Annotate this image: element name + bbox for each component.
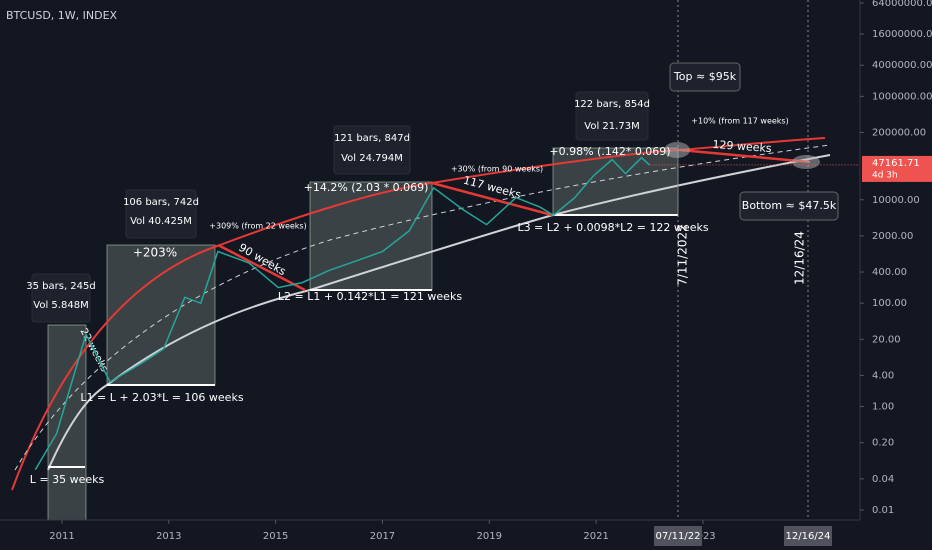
- y-tick-label: 1.00: [872, 402, 894, 413]
- callout-box: [669, 62, 741, 92]
- annotation: +10% (from 117 weeks): [691, 117, 788, 126]
- x-tick-label: 2013: [156, 531, 181, 542]
- annotation: Vol 5.848M: [33, 300, 88, 311]
- annotation: 12/16/24: [793, 231, 807, 285]
- y-tick-label: 0.01: [872, 505, 894, 516]
- annotation: 106 bars, 742d: [123, 197, 199, 208]
- x-tick-label: 2017: [370, 531, 395, 542]
- y-tick-label: 0.20: [872, 438, 894, 449]
- top-curve: [11, 137, 826, 491]
- y-tick-label: 2000.00: [872, 231, 913, 242]
- annotation: L3 = L2 + 0.0098*L2 = 122 weeks: [517, 221, 708, 234]
- annotation: L = 35 weeks: [30, 473, 105, 486]
- y-tick-label: 1000000.00: [872, 91, 932, 102]
- annotation: +30% (from 90 weeks): [451, 165, 543, 174]
- axes: 64000000.00 16000000.00 4000000.00 1000000.…: [49, 0, 932, 546]
- annotation: Vol 21.73M: [584, 121, 639, 132]
- annotation: 122 bars, 854d: [574, 99, 650, 110]
- y-axis-panel: [860, 0, 932, 520]
- x-tick-label: 2021: [583, 531, 608, 542]
- span-arrows: [48, 214, 678, 468]
- y-tick-label: 0.04: [872, 474, 894, 485]
- decline-line: [679, 148, 811, 164]
- x-tick-label: 2023: [690, 531, 715, 542]
- annotation: 35 bars, 245d: [26, 281, 96, 292]
- y-tick-label: 64000000.00: [872, 0, 932, 9]
- annotation: L1 = L + 2.03*L = 106 weeks: [80, 391, 243, 404]
- countdown: 4d 3h: [872, 170, 898, 180]
- callout-box: [739, 191, 839, 221]
- price-line: [34, 156, 651, 471]
- y-tick-label: 4.00: [872, 370, 894, 381]
- y-tick-label: 10000.00: [872, 195, 920, 206]
- annotation: 7/11/2022: [676, 224, 690, 286]
- annotation: +203%: [133, 246, 177, 260]
- info-box: [125, 189, 197, 239]
- y-tick-label: 16000000.00: [872, 29, 932, 40]
- price-series: [34, 156, 860, 471]
- decline-line: [431, 181, 553, 217]
- x-tick-label: 2011: [49, 531, 74, 542]
- info-box: [31, 273, 91, 323]
- decline-line: [217, 243, 306, 292]
- date-marker: 12/16/24: [786, 531, 831, 542]
- range-box: [309, 181, 433, 291]
- date-marker: 07/11/22: [656, 531, 701, 542]
- annotation: 121 bars, 847d: [334, 133, 410, 144]
- annotation: 129 weeks: [712, 138, 772, 155]
- annotation: Top ≈ $95k: [673, 70, 737, 83]
- bottom-curve: [47, 154, 831, 471]
- x-tick-label: 2015: [263, 531, 288, 542]
- annotation: L2 = L1 + 0.142*L1 = 121 weeks: [278, 290, 462, 303]
- y-tick-label: 200000.00: [872, 127, 926, 138]
- price-tag: 47161.71: [872, 158, 920, 169]
- x-tick-label: 2019: [477, 531, 502, 542]
- annotation: +309% (from 22 weeks): [209, 222, 306, 231]
- y-tick-label: 4000000.00: [872, 60, 932, 71]
- annotation: +14.2% (2.03 * 0.069): [304, 181, 429, 194]
- date-marker-bg: [654, 526, 702, 546]
- info-box: [333, 125, 411, 175]
- bottom-marker: [792, 155, 820, 169]
- annotation: Bottom ≈ $47.5k: [742, 199, 837, 212]
- y-tick-label: 400.00: [872, 267, 907, 278]
- mid-curve: [14, 144, 831, 471]
- annotation: +0.98% (.142* 0.069): [549, 145, 670, 158]
- chart-title: BTCUSD, 1W, INDEX: [6, 9, 118, 22]
- decline-lines: [217, 148, 811, 292]
- y-tick-label: 20.00: [872, 334, 901, 345]
- date-marker-bg: [784, 526, 832, 546]
- range-box: [552, 147, 679, 216]
- info-box: [575, 91, 649, 141]
- annotation: Vol 24.794M: [341, 153, 403, 164]
- range-box: [106, 244, 216, 386]
- annotation: Vol 40.425M: [130, 216, 192, 227]
- top-marker: [664, 142, 690, 158]
- price-tag-bg: [862, 155, 932, 182]
- y-tick-label: 100.00: [872, 298, 907, 309]
